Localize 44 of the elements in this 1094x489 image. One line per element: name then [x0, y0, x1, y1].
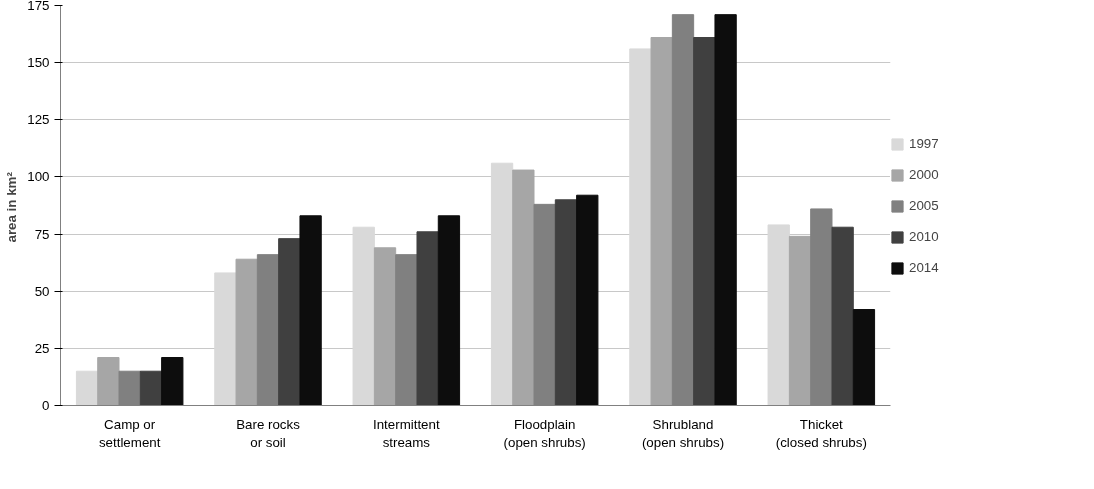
y-tick-label: 125 — [27, 112, 50, 128]
bar — [373, 247, 397, 406]
bar — [693, 37, 716, 406]
bar — [352, 226, 375, 406]
bar — [214, 272, 237, 406]
bar — [235, 258, 258, 406]
x-tick-label: Shrubland (open shrubs) — [641, 416, 725, 450]
y-tick-label: 100 — [27, 169, 50, 185]
bar — [650, 37, 673, 406]
bar — [490, 162, 514, 406]
bar — [852, 309, 876, 406]
legend-label: 2005 — [909, 198, 939, 213]
x-tick-label: Bare rocks or soil — [236, 416, 301, 450]
bar — [139, 370, 163, 406]
x-tick-label: Floodplain (open shrubs) — [503, 416, 586, 450]
bar — [629, 48, 652, 406]
bar — [97, 357, 120, 406]
bar — [554, 199, 578, 406]
legend-label: 2010 — [909, 229, 939, 244]
y-tick-label: 75 — [34, 226, 50, 242]
y-tick-label: 50 — [34, 283, 50, 299]
x-tick-label: Thicket (closed shrubs) — [775, 416, 867, 450]
x-tick-label: Intermittent streams — [373, 416, 440, 450]
bar — [75, 370, 99, 406]
y-tick-label: 0 — [42, 398, 50, 413]
bar — [788, 235, 812, 406]
bar — [714, 14, 737, 406]
y-tick-label: 25 — [34, 340, 50, 356]
y-tick-label: 175 — [27, 0, 50, 13]
bar — [831, 226, 854, 406]
bar — [161, 357, 184, 406]
y-tick-label: 150 — [27, 55, 50, 71]
legend-label: 2014 — [909, 260, 939, 275]
bar — [416, 231, 439, 406]
bar — [437, 215, 461, 406]
bar — [767, 224, 790, 406]
legend-label: 1997 — [909, 136, 939, 151]
legend-label: 2000 — [909, 167, 939, 182]
x-tick-label: Camp or settlement — [98, 416, 161, 450]
y-axis-title: area in km² — [4, 171, 20, 243]
bar — [299, 215, 322, 406]
bar — [512, 169, 535, 406]
bar — [576, 194, 599, 406]
bar — [278, 238, 301, 406]
